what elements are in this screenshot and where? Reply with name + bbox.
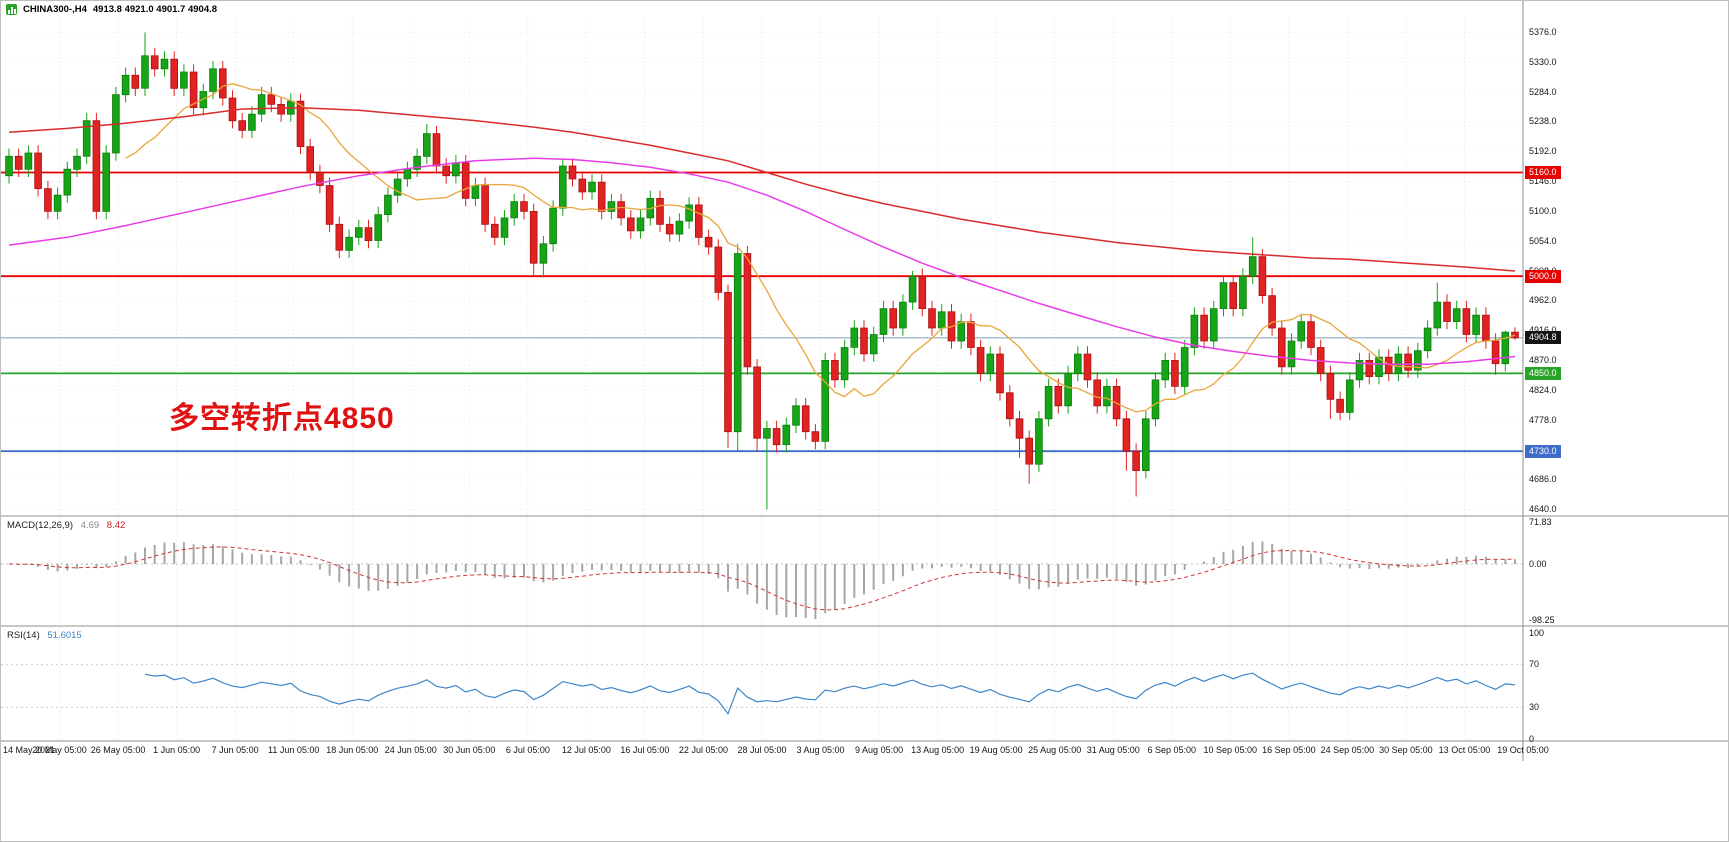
- price-tick-label: 4916.0: [1529, 325, 1557, 336]
- time-label: 6 Sep 05:00: [1147, 745, 1197, 755]
- rsi-tick-label: 70: [1529, 659, 1540, 670]
- current-price-tag: 4904.8: [1525, 331, 1561, 345]
- time-label: 16 Sep 05:00: [1262, 745, 1316, 755]
- time-label: 30 Jun 05:00: [443, 745, 496, 755]
- time-label: 10 Sep 05:00: [1203, 745, 1258, 755]
- time-label: 13 Oct 05:00: [1438, 745, 1491, 755]
- macd-signal-value: 8.42: [106, 520, 126, 531]
- time-label: 22 Jul 05:00: [678, 745, 728, 755]
- time-label: 18 Jun 05:00: [326, 745, 379, 755]
- grid: [1, 17, 1524, 740]
- macd-name: MACD(12,26,9): [7, 520, 73, 531]
- time-label: 20 May 05:00: [32, 745, 87, 755]
- time-label: 3 Aug 05:00: [796, 745, 845, 755]
- rsi-line: [144, 672, 1516, 716]
- price-tick-label: 5330.0: [1529, 56, 1557, 67]
- price-level-badge: 4850.0: [1525, 366, 1561, 380]
- time-label: 30 Sep 05:00: [1379, 745, 1433, 755]
- rsi-name: RSI(14): [7, 630, 40, 641]
- price-tick-label: 4778.0: [1529, 414, 1557, 425]
- macd-histogram: [17, 541, 1516, 619]
- rsi-tick-label: 0: [1529, 733, 1535, 744]
- time-label: 1 Jun 05:00: [153, 745, 201, 755]
- macd-indicator-label: MACD(12,26,9) 4.69 8.42: [7, 520, 125, 531]
- rsi-indicator-label: RSI(14) 51.6015: [7, 630, 82, 641]
- price-level-badge: 5160.0: [1525, 165, 1561, 179]
- time-label: 26 May 05:00: [90, 745, 146, 755]
- time-label: 16 Jul 05:00: [620, 745, 670, 755]
- price-tick-label: 4962.0: [1529, 295, 1557, 306]
- ma-fast-line: [125, 83, 1516, 413]
- time-label: 9 Aug 05:00: [855, 745, 904, 755]
- price-tick-label: 5376.0: [1529, 27, 1557, 37]
- ma-slow-line: [8, 106, 1516, 272]
- price-tick-label: 4824.0: [1529, 384, 1557, 395]
- macd-signal-line: [8, 546, 1515, 611]
- price-tick-label: 4686.0: [1529, 474, 1557, 485]
- price-level-badge: 4730.0: [1525, 444, 1561, 458]
- price-tick-label: 4870.0: [1529, 354, 1557, 365]
- price-tick-label: 5146.0: [1529, 176, 1557, 187]
- time-label: 25 Aug 05:00: [1028, 745, 1082, 755]
- price-tick-label: 5192.0: [1529, 146, 1557, 157]
- symbol-timeframe-label: CHINA300-,H4: [23, 4, 87, 15]
- candlestick-series: [5, 32, 1519, 510]
- rsi-value: 51.6015: [47, 630, 82, 641]
- time-axis[interactable]: 14 May 2021 20 May 05:00 26 May 05:00 1 Jun…: [1, 745, 1728, 761]
- time-label: 31 Aug 05:00: [1086, 745, 1140, 755]
- time-label: 6 Jul 05:00: [505, 745, 550, 755]
- ma-mid-line: [8, 157, 1516, 366]
- time-label: 24 Jun 05:00: [384, 745, 437, 755]
- price-tick-label: 5100.0: [1529, 205, 1557, 216]
- down-candle-bodies: [14, 55, 1519, 471]
- annotation-text: 多空转折点4850: [169, 402, 395, 435]
- time-label: 12 Jul 05:00: [561, 745, 611, 755]
- time-label: 14 May 2021: [3, 745, 56, 755]
- time-label: 19 Aug 05:00: [969, 745, 1023, 755]
- rsi-tick-label: 100: [1529, 627, 1545, 638]
- price-tick-label: 5054.0: [1529, 235, 1557, 246]
- chart-header: CHINA300-,H4 4913.8 4921.0 4901.7 4904.8: [6, 4, 217, 15]
- price-level-badge: 5000.0: [1525, 269, 1561, 283]
- time-label: 11 Jun 05:00: [267, 745, 320, 755]
- time-label: 7 Jun 05:00: [211, 745, 259, 755]
- ohlc-values: 4913.8 4921.0 4901.7 4904.8: [92, 4, 218, 15]
- price-tick-label: 4640.0: [1529, 504, 1557, 514]
- time-label: 13 Aug 05:00: [911, 745, 965, 755]
- time-label: 19 Oct 05:00: [1497, 745, 1549, 755]
- macd-tick-label: -98.25: [1529, 615, 1555, 626]
- up-candle-bodies: [5, 55, 1510, 471]
- time-label: 24 Sep 05:00: [1320, 745, 1375, 755]
- time-label: 28 Jul 05:00: [737, 745, 787, 755]
- macd-tick-label: 71.83: [1529, 516, 1552, 527]
- price-axis[interactable]: 5376.0 5330.0 5284.0 5238.0 5192.0 5146.0 5100…: [1523, 1, 1728, 841]
- rsi-tick-label: 30: [1529, 701, 1540, 712]
- macd-main-value: 4.69: [80, 520, 100, 531]
- price-tick-label: 5284.0: [1529, 86, 1557, 97]
- macd-tick-label: 0.00: [1529, 558, 1547, 569]
- chart-symbol-icon: [6, 4, 17, 15]
- price-tick-label: 5238.0: [1529, 116, 1557, 127]
